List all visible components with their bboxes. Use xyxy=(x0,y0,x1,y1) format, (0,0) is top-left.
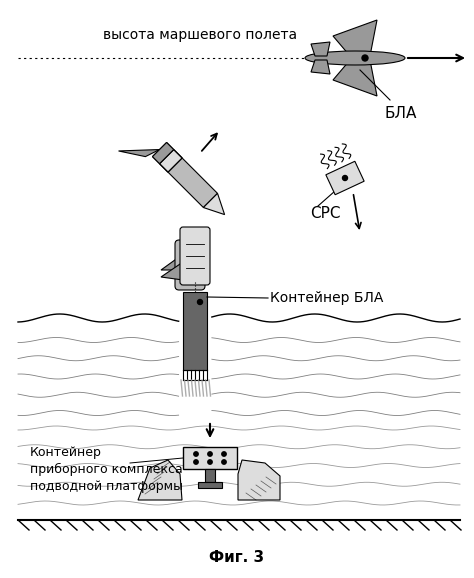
Bar xyxy=(205,469,215,482)
Polygon shape xyxy=(160,150,182,172)
Circle shape xyxy=(198,299,202,305)
Polygon shape xyxy=(311,42,330,56)
Polygon shape xyxy=(333,60,377,96)
FancyBboxPatch shape xyxy=(175,240,205,290)
Polygon shape xyxy=(118,150,160,157)
Circle shape xyxy=(222,452,226,456)
Text: Контейнер БЛА: Контейнер БЛА xyxy=(270,291,383,305)
Text: высота маршевого полета: высота маршевого полета xyxy=(103,28,297,42)
FancyBboxPatch shape xyxy=(180,227,210,285)
Text: БЛА: БЛА xyxy=(385,106,418,121)
Bar xyxy=(198,482,222,488)
Polygon shape xyxy=(153,142,218,208)
Polygon shape xyxy=(153,142,173,164)
Polygon shape xyxy=(333,20,377,56)
Circle shape xyxy=(362,55,368,61)
Text: СРС: СРС xyxy=(310,206,340,221)
Polygon shape xyxy=(238,460,280,500)
Polygon shape xyxy=(326,161,364,195)
Bar xyxy=(183,292,207,370)
Circle shape xyxy=(194,460,198,464)
Circle shape xyxy=(343,176,347,180)
Text: Фиг. 3: Фиг. 3 xyxy=(210,550,264,565)
Polygon shape xyxy=(311,60,330,74)
Polygon shape xyxy=(161,262,183,280)
Circle shape xyxy=(208,452,212,456)
Bar xyxy=(183,447,237,469)
Circle shape xyxy=(194,452,198,456)
Polygon shape xyxy=(138,460,182,500)
Text: Контейнер
приборного комплекса
подводной платформы: Контейнер приборного комплекса подводной… xyxy=(30,446,183,493)
Circle shape xyxy=(222,460,226,464)
Circle shape xyxy=(208,460,212,464)
Polygon shape xyxy=(161,257,179,270)
Ellipse shape xyxy=(305,51,405,65)
Polygon shape xyxy=(203,194,225,214)
